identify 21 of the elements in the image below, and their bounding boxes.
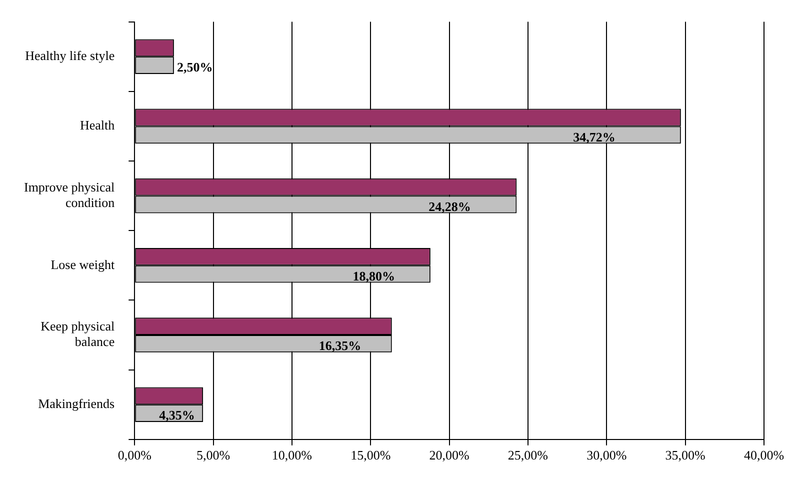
y-tick-label: Lose weight [50,256,115,272]
data-label: 16,35% [318,338,362,354]
y-tick-label: Keep physical balance [40,318,115,350]
x-tick-label: 30,00% [586,448,627,463]
y-tick-label: Healthy life style [25,48,115,64]
y-tick-label: Makingfriends [38,396,115,412]
data-label: 24,28% [428,198,471,214]
x-tick-label: 40,00% [744,448,784,463]
data-label: 4,35% [159,408,195,423]
x-tick-label: 25,00% [508,448,548,463]
x-tick-label: 0,00% [118,448,152,463]
x-tick-label: 5,00% [196,448,230,463]
x-tick-label: 15,00% [350,448,391,463]
data-label: 2,50% [176,60,213,75]
y-tick-label: Health [80,118,116,133]
x-tick-label: 35,00% [665,448,706,463]
x-tick-label: 10,00% [272,448,312,463]
data-label: 34,72% [573,129,616,144]
x-tick-label: 20,00% [429,448,470,463]
data-label: 18,80% [352,268,395,284]
y-tick-label: Improve physical condition [24,179,116,210]
